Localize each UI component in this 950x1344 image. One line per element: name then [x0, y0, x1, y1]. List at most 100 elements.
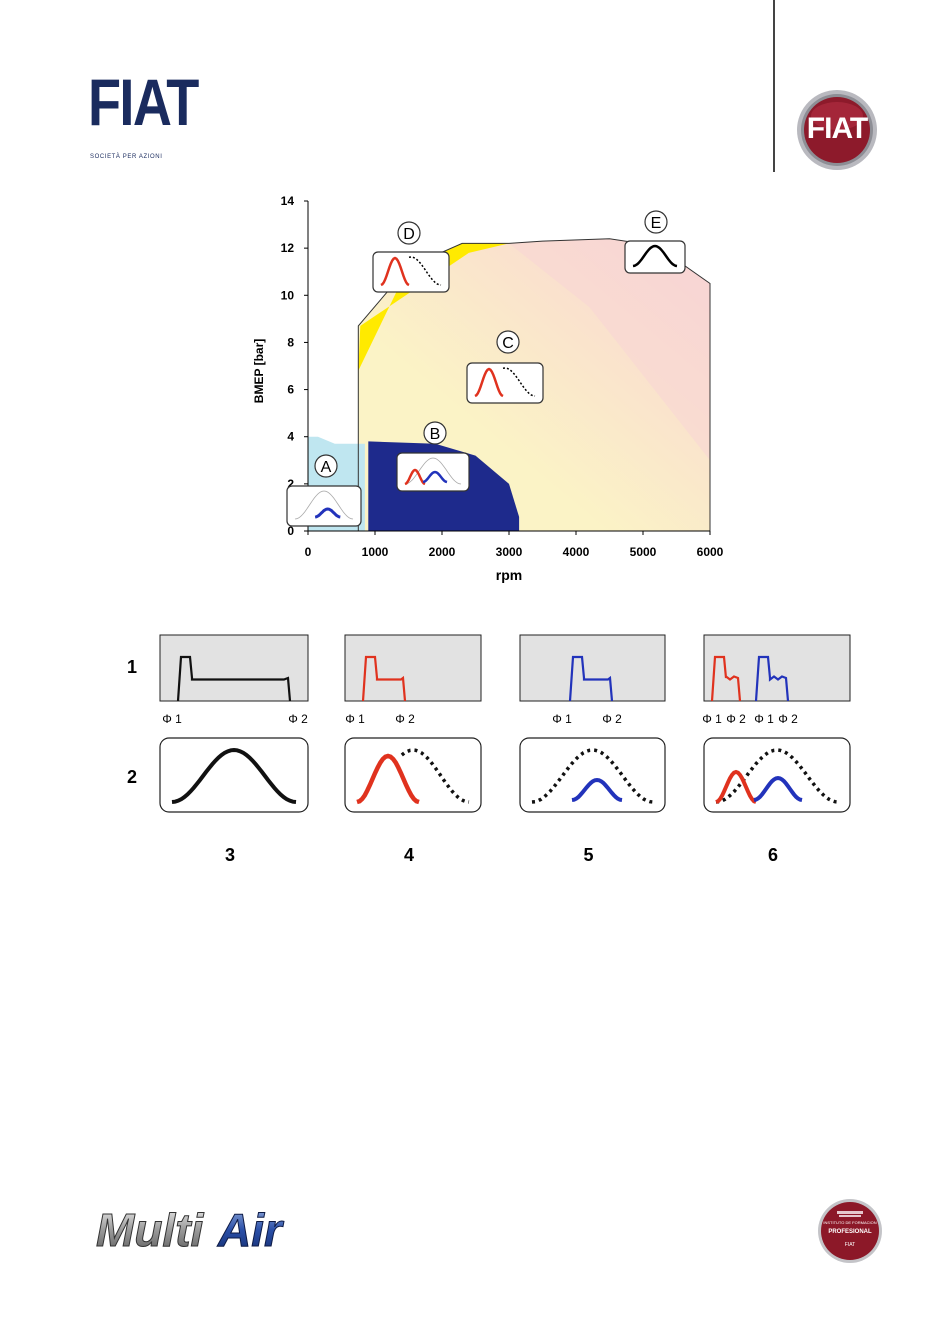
- multiair-logo: Multi Air: [92, 1200, 312, 1257]
- y-tick-label: 6: [287, 383, 294, 397]
- full-lift-curve: [400, 748, 470, 804]
- x-axis-label: rpm: [496, 567, 522, 583]
- column-label: 5: [583, 845, 593, 865]
- multiair-logo-multi: Multi: [96, 1204, 205, 1256]
- command-box: [519, 634, 666, 702]
- late-open-curve: [753, 775, 803, 802]
- inset-box: [466, 362, 544, 404]
- command-trace: [176, 655, 292, 702]
- phi-label: Φ 2: [395, 712, 415, 726]
- row-label: 2: [127, 767, 137, 787]
- lift-box: [519, 737, 666, 813]
- phi-label: Φ 1: [552, 712, 572, 726]
- phi-label: Φ 1: [754, 712, 774, 726]
- y-tick-label: 8: [287, 335, 294, 349]
- command-box: [703, 634, 851, 702]
- lift-box: [344, 737, 482, 813]
- y-tick-label: 4: [287, 430, 294, 444]
- full-lift-curve: [171, 747, 297, 804]
- early-close-curve: [380, 256, 410, 287]
- region-label: A: [321, 459, 332, 476]
- full-lift-curve: [404, 457, 462, 485]
- inset-b: B: [396, 421, 470, 492]
- strategy-column-4: Φ 1 Φ 2 4: [344, 634, 482, 865]
- command-trace: [568, 655, 614, 702]
- header-divider: [773, 0, 775, 172]
- phi-label: Φ 2: [288, 712, 308, 726]
- command-trace: [754, 655, 790, 702]
- x-tick-label: 6000: [697, 545, 724, 559]
- full-lift-curve: [715, 748, 839, 804]
- phi-label: Φ 1: [162, 712, 182, 726]
- seal-line2: PROFESIONAL: [828, 1229, 872, 1235]
- inset-e: E: [624, 210, 686, 274]
- strategy-column-3: Φ 1 Φ 2 3: [159, 634, 309, 865]
- x-tick-label: 4000: [563, 545, 590, 559]
- valve-lift-insets: A B C D E: [286, 210, 686, 527]
- region-e: [509, 238, 710, 461]
- full-lift-curve: [294, 490, 354, 520]
- command-box: [344, 634, 482, 702]
- region-label: E: [651, 215, 662, 232]
- inset-box: [624, 240, 686, 274]
- x-tick-label: 2000: [429, 545, 456, 559]
- early-close-curve: [404, 468, 426, 486]
- phi-label: Φ 1: [702, 712, 722, 726]
- region-marker: [644, 210, 668, 234]
- institute-seal: INSTITUTO DE FORMACION PROFESIONAL FIAT: [817, 1198, 883, 1264]
- chart-axes: 0 1000 2000 3000 4000 5000 6000 0 2 4 6 8 10 12 14 rpm B…: [252, 194, 724, 583]
- command-trace: [361, 655, 407, 702]
- column-label: 4: [404, 845, 414, 865]
- y-axis-label: BMEP [bar]: [252, 339, 266, 403]
- command-box: [159, 634, 309, 702]
- bmep-rpm-chart: 0 1000 2000 3000 4000 5000 6000 0 2 4 6 8 10 12 14 rpm B…: [252, 194, 724, 583]
- inset-a: A: [286, 454, 362, 527]
- full-lift-curve: [408, 256, 442, 286]
- early-close-curve: [474, 367, 504, 398]
- region-marker: [496, 330, 520, 354]
- phi-label: Φ 2: [778, 712, 798, 726]
- x-tick-label: 1000: [362, 545, 389, 559]
- strategy-column-5: Φ 1 Φ 2 5: [519, 634, 666, 865]
- lift-box: [159, 737, 309, 813]
- region-marker: [423, 421, 447, 445]
- fiat-badge-text: FIAT: [806, 112, 868, 145]
- x-tick-label: 3000: [496, 545, 523, 559]
- multiair-logo-air: Air: [217, 1204, 284, 1256]
- row-label: 1: [127, 657, 137, 677]
- y-tick-label: 14: [281, 194, 295, 208]
- region-label: D: [403, 226, 415, 243]
- phi-label: Φ 2: [602, 712, 622, 726]
- fiat-logo: FIAT SOCIETÀ PER AZIONI: [88, 52, 199, 164]
- fiat-badge: FIAT: [795, 88, 879, 172]
- full-lift-curve: [632, 244, 678, 268]
- late-open-curve: [314, 507, 341, 519]
- early-close-curve: [356, 753, 420, 805]
- valve-strategy-panels: 1 2 Φ 1 Φ 2 3 Φ 1 Φ 2 4 Φ 1 Φ 2 5 Φ 1 Φ 2 Φ 1 Φ 2 6: [127, 634, 851, 865]
- fiat-logo-wordmark: FIAT: [88, 65, 199, 139]
- early-close-curve: [715, 769, 757, 804]
- x-tick-label: 0: [305, 545, 312, 559]
- y-tick-label: 2: [287, 477, 294, 491]
- column-label: 3: [225, 845, 235, 865]
- inset-d: D: [372, 221, 450, 293]
- x-tick-label: 5000: [630, 545, 657, 559]
- region-marker: [397, 221, 421, 245]
- inset-c: C: [466, 330, 544, 404]
- y-tick-label: 10: [281, 288, 295, 302]
- fiat-logo-subtitle: SOCIETÀ PER AZIONI: [90, 154, 163, 160]
- command-trace: [710, 655, 742, 702]
- phi-label: Φ 1: [345, 712, 365, 726]
- late-open-curve: [422, 470, 448, 484]
- phi-label: Φ 2: [726, 712, 746, 726]
- inset-box: [372, 251, 450, 293]
- full-lift-curve: [502, 367, 536, 397]
- late-open-curve: [571, 777, 623, 802]
- strategy-column-6: Φ 1 Φ 2 Φ 1 Φ 2 6: [702, 634, 851, 865]
- region-marker: [314, 454, 338, 478]
- seal-line3: FIAT: [844, 1242, 856, 1248]
- y-tick-label: 12: [281, 241, 295, 255]
- region-label: B: [430, 426, 441, 443]
- y-tick-label: 0: [287, 524, 294, 538]
- column-label: 6: [768, 845, 778, 865]
